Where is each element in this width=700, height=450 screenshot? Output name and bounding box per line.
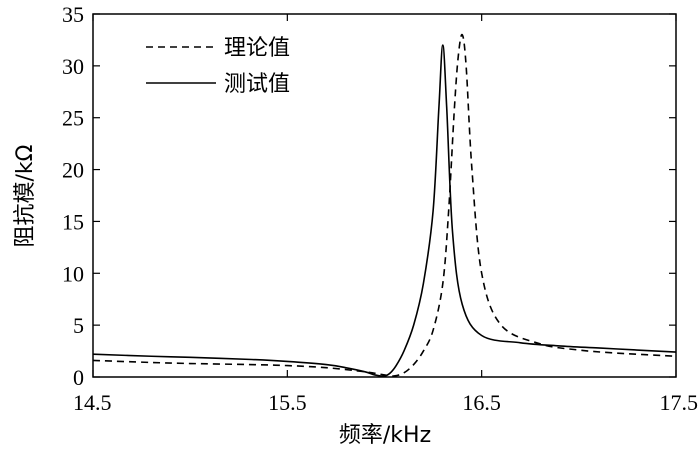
y-tick-label-7: 35 <box>62 2 84 27</box>
x-tick-label-3: 17.5 <box>660 390 699 415</box>
y-tick-label-5: 25 <box>62 106 84 131</box>
x-axis-label: 频率/kHz <box>339 423 431 448</box>
y-axis-label: 阻抗模/kΩ <box>13 145 38 248</box>
axis-ticks <box>92 13 677 378</box>
legend: 理论值 测试值 <box>146 36 290 97</box>
x-tick-label-2: 16.5 <box>462 390 501 415</box>
y-tick-label-0: 0 <box>73 365 84 390</box>
y-tick-label-2: 10 <box>62 261 84 286</box>
x-tick-label-1: 15.5 <box>268 390 307 415</box>
plot-frame <box>92 13 677 378</box>
series-lines <box>92 33 677 377</box>
series-line-theoretical <box>92 33 677 377</box>
legend-label-theoretical: 理论值 <box>224 36 290 61</box>
y-tick-label-4: 20 <box>62 158 84 183</box>
series-line-measured <box>92 44 677 377</box>
legend-label-measured: 测试值 <box>224 72 290 97</box>
axis-tick-labels: 14.5 15.5 16.5 17.5 0 5 10 15 20 25 30 35 <box>62 2 698 415</box>
y-tick-label-1: 5 <box>73 313 84 338</box>
x-tick-label-0: 14.5 <box>73 390 112 415</box>
y-tick-label-6: 30 <box>62 54 84 79</box>
y-tick-label-3: 15 <box>62 209 84 234</box>
